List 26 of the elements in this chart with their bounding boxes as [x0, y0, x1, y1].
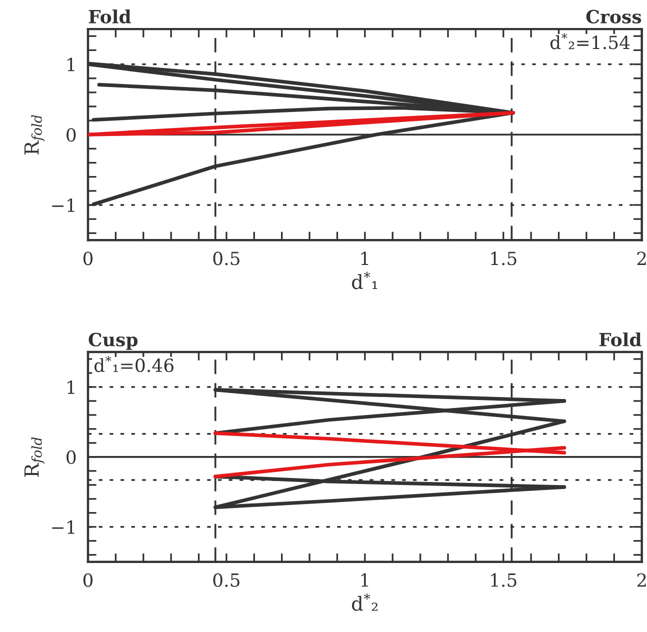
y-axis-title: R$_{fold}$	[24, 114, 45, 154]
text: Fold	[88, 9, 131, 24]
x-tick-label: 0.5	[213, 573, 240, 587]
x-tick-label: 1	[361, 252, 368, 265]
x-tick-label: 1	[361, 573, 368, 587]
text: Cusp	[88, 332, 138, 350]
y-tick-label: 0	[66, 128, 76, 142]
x-tick-label: 2	[637, 252, 646, 265]
x-axis-title: d$^{*}$₁	[352, 272, 378, 290]
x-tick-label: 1.5	[491, 252, 516, 266]
x-tick-label: 0	[83, 573, 93, 587]
y-axis-title: R$_{fold}$	[24, 437, 45, 477]
text: Fold	[599, 332, 642, 346]
x-axis-title: d$^{*}$₂	[352, 593, 378, 611]
text: Cross	[586, 10, 642, 24]
annotation: d$^{*}$₂=1.54	[550, 33, 630, 50]
x-tick-label: 2	[637, 573, 646, 587]
y-tick-label: 0	[66, 450, 76, 464]
y-tick-label: 1	[68, 58, 74, 72]
x-tick-label: 0	[83, 252, 93, 266]
y-tick-label: 1	[68, 380, 74, 394]
annotation: d$^{*}$₁=0.46	[94, 356, 174, 372]
y-tick-label: −1	[52, 198, 74, 212]
x-tick-label: 0.5	[213, 252, 240, 266]
y-tick-label: −1	[52, 520, 74, 534]
x-tick-label: 1.5	[491, 573, 516, 587]
